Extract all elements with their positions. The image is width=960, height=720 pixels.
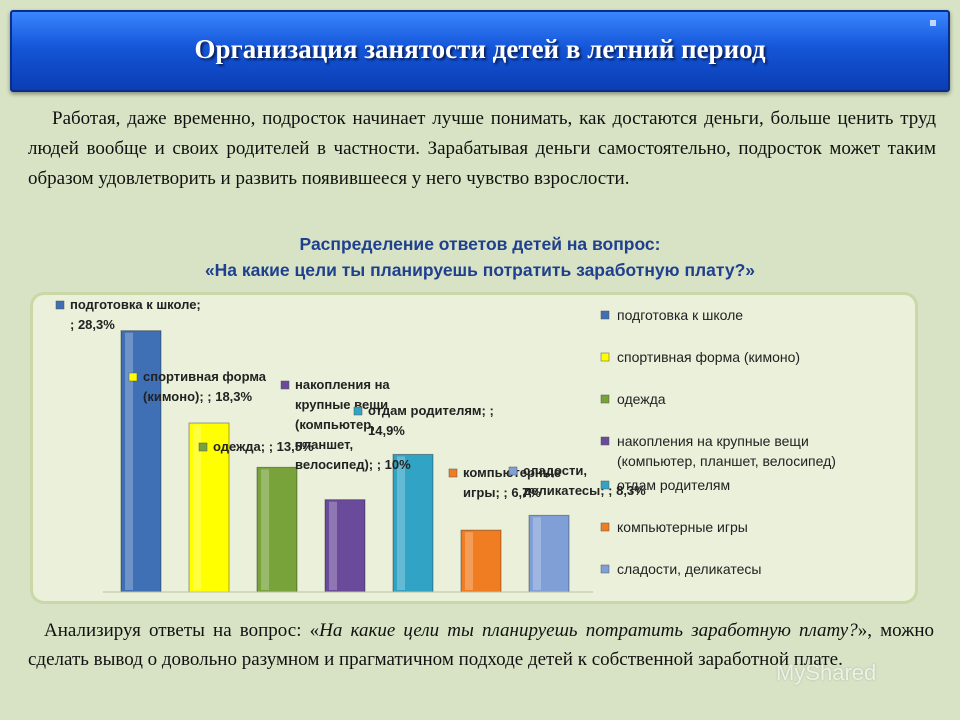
data-label-marker-6 [448, 468, 458, 478]
bar-highlight-3 [261, 469, 269, 590]
watermark-logo: MyShared [776, 660, 877, 685]
chart-question-line-1: Распределение ответов детей на вопрос: [299, 234, 661, 254]
legend-swatch-6 [600, 522, 610, 532]
data-label-5-line-1: отдам родителям; ; [368, 403, 494, 418]
bar-highlight-4 [329, 501, 337, 590]
data-label-4-line-3: (компьютер, [295, 417, 375, 432]
legend-swatch-1 [600, 310, 610, 320]
conclusion-paragraph: Анализируя ответы на вопрос: «На какие ц… [28, 616, 934, 674]
bar-highlight-5 [397, 456, 405, 590]
legend-label-4-line-2: (компьютер, планшет, велосипед) [617, 453, 836, 469]
legend-label-7: сладости, деликатесы [617, 561, 761, 577]
legend-label-1: подготовка к школе [617, 307, 743, 323]
data-label-marker-5 [353, 406, 363, 416]
data-label-marker-2 [128, 372, 138, 382]
legend-swatch-4 [600, 436, 610, 446]
title-bar: Организация занятости детей в летний пер… [10, 10, 950, 92]
legend-label-2: спортивная форма (кимоно) [617, 349, 800, 365]
data-label-2-line-2: (кимоно); ; 18,3% [143, 389, 253, 404]
bar-chart: подготовка к школе; ; 28,3% спортивная фор… [55, 297, 836, 593]
data-label-marker-3 [198, 442, 208, 452]
legend-swatch-7 [600, 564, 610, 574]
conclusion-text-2: », можно сделать вывод о довольно разумн… [28, 620, 934, 670]
data-label-2-line-1: спортивная форма [143, 369, 267, 384]
chart-question-line-2: «На какие цели ты планируешь потратить з… [204, 260, 756, 280]
slide-title: Организация занятости детей в летний пер… [194, 34, 766, 64]
bar-highlight-2 [193, 425, 201, 590]
data-label-5-line-2: 14,9% [368, 423, 405, 438]
data-label-4-line-5: велосипед); ; 10% [295, 457, 411, 472]
data-label-3-line-1: одежда; ; 13,5% [213, 439, 314, 454]
legend-swatch-2 [600, 352, 610, 362]
data-label-1-line-2: ; 28,3% [70, 317, 115, 332]
data-label-marker-1 [55, 300, 65, 310]
data-label-7-line-2: деликатесы; ; 8,3% [523, 483, 646, 498]
chart-area: подготовка к школе; ; 28,3% спортивная фор… [30, 292, 918, 604]
legend-swatch-3 [600, 394, 610, 404]
data-label-1-line-1: подготовка к школе; [70, 297, 201, 312]
bar-3 [256, 466, 298, 593]
bar-highlight-1 [125, 332, 133, 590]
legend-swatch-5 [600, 480, 610, 490]
intro-paragraph: Работая, даже временно, подросток начина… [28, 108, 936, 189]
data-label-4-line-2: крупные вещи [295, 397, 388, 412]
bar-highlight-6 [465, 532, 473, 590]
bar-highlight-7 [533, 517, 541, 590]
bar-1 [120, 330, 162, 593]
legend-label-6: компьютерные игры [617, 519, 748, 535]
corner-mark [930, 20, 936, 26]
data-label-4-line-1: накопления на [295, 377, 390, 392]
conclusion-text-1: Анализируя ответы на вопрос: « [44, 620, 320, 641]
bar-2 [188, 422, 230, 593]
data-label-7-line-1: сладости, [523, 463, 587, 478]
data-label-4-line-4: планшет, [295, 437, 353, 452]
data-label-marker-4 [280, 380, 290, 390]
data-label-6-line-2: игры; ; 6,7% [463, 485, 541, 500]
data-label-marker-7 [508, 466, 518, 476]
conclusion-question-italic: На какие цели ты планируешь потратить за… [319, 620, 858, 641]
legend-label-5: отдам родителям [617, 477, 730, 493]
legend-label-3: одежда [617, 391, 666, 407]
legend-label-4-line-1: накопления на крупные вещи [617, 433, 809, 449]
